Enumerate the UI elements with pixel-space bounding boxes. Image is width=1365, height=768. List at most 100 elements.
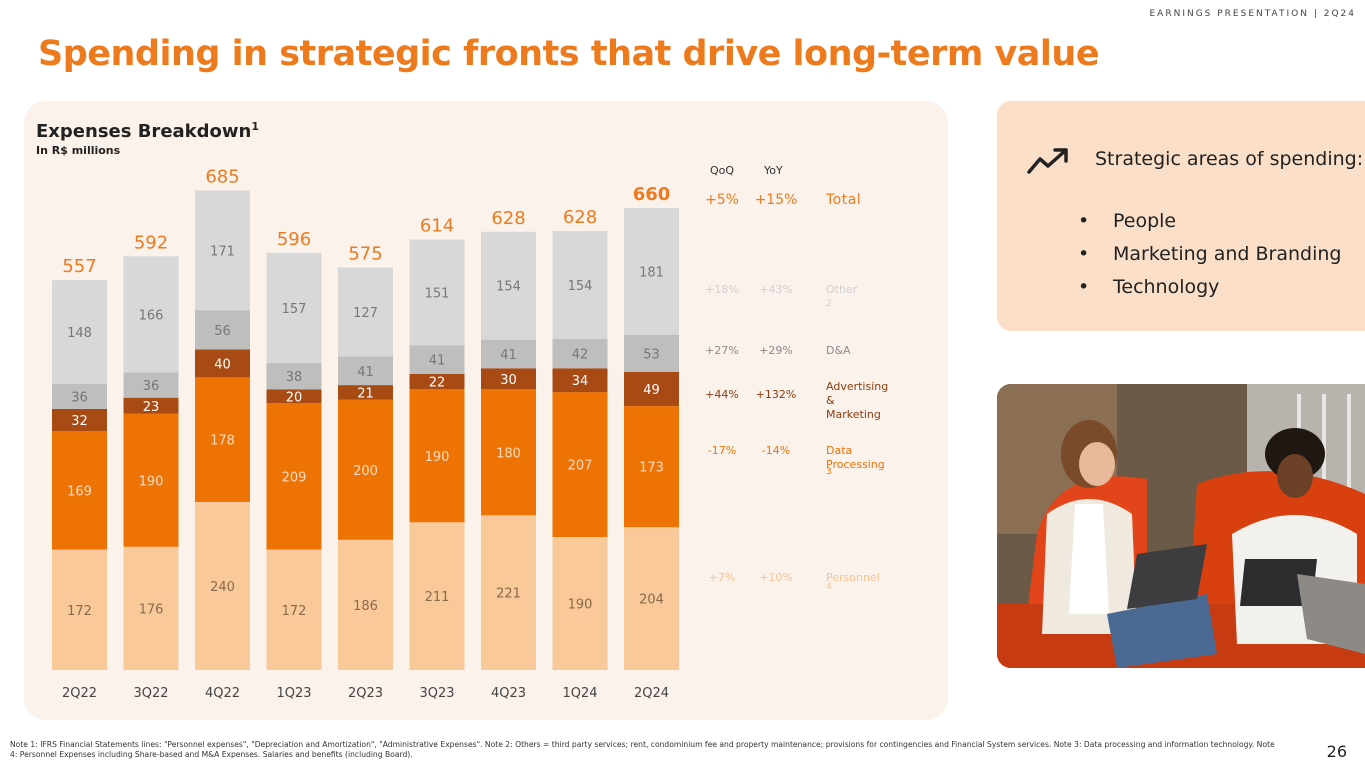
other-yoy: +43% [759, 283, 793, 296]
bar-segment-personnel-2q23 [338, 539, 393, 670]
bar-segment-other-1q24 [552, 231, 608, 339]
data-label: 36 [71, 390, 88, 405]
data-label: 36 [143, 379, 160, 394]
bar-segment-d-a-2q24 [624, 334, 679, 372]
data-label: 171 [210, 244, 235, 259]
strategy-item-marketing: • Marketing and Branding [1078, 243, 1342, 265]
chart-title: Expenses Breakdown1 [36, 120, 259, 142]
bar-segment-advertising-marketing-3q23 [409, 373, 465, 390]
bar-segment-personnel-2q24 [624, 527, 679, 670]
x-tick-label: 1Q24 [562, 686, 597, 701]
bar-segment-data-processing-4q23 [481, 389, 536, 516]
bar-segment-personnel-1q24 [552, 537, 608, 670]
data-label: 180 [496, 446, 521, 461]
da-label: D&A [826, 344, 851, 357]
data-label: 172 [67, 604, 92, 619]
data-label: 41 [429, 354, 446, 369]
data-label: 181 [639, 265, 664, 280]
data-label: 127 [353, 306, 378, 321]
total-label: 575 [348, 244, 382, 265]
data-label: 42 [572, 348, 589, 363]
data-label: 41 [357, 365, 374, 380]
bar-segment-personnel-3q23 [409, 522, 465, 670]
da-yoy: +29% [759, 344, 793, 357]
data-label: 169 [67, 484, 92, 499]
bar-segment-advertising-marketing-4q23 [481, 368, 536, 390]
bar-segment-personnel-4q22 [195, 502, 250, 670]
data-label: 40 [214, 357, 231, 372]
bar-segment-data-processing-4q22 [195, 377, 250, 502]
data-label: 172 [282, 604, 307, 619]
bar-segment-data-processing-2q23 [338, 399, 393, 540]
chart-subtitle: In R$ millions [36, 144, 121, 157]
bar-segment-d-a-1q23 [266, 362, 322, 390]
bar-segment-advertising-marketing-2q24 [624, 371, 679, 407]
bar-segment-advertising-marketing-4q22 [195, 349, 250, 378]
bar-segment-advertising-marketing-1q24 [552, 368, 608, 393]
advertising-yoy: +132% [755, 388, 797, 401]
data-label: 221 [496, 587, 521, 602]
x-tick-label: 3Q23 [419, 686, 454, 701]
bar-segment-d-a-4q22 [195, 310, 250, 350]
data-label: 148 [67, 326, 92, 341]
expenses-stacked-bar-chart: 172 169 32 36 148 557 2Q22 176 190 23 36 166 592 3Q22… [52, 167, 679, 701]
data-label: 204 [639, 593, 664, 608]
bar-segment-d-a-2q22 [52, 383, 107, 409]
bar-segment-other-2q24 [624, 208, 679, 335]
page-title-bold: Spending in strategic fronts [38, 34, 580, 74]
bar-segment-personnel-2q22 [52, 549, 107, 670]
da-qoq: +27% [705, 344, 739, 357]
data-label: 173 [639, 461, 664, 476]
total-label: 660 [633, 184, 671, 205]
bar-segment-other-2q22 [52, 280, 107, 384]
page-title-regular: that drive long-term value [579, 34, 1100, 74]
bar-segment-d-a-3q22 [123, 372, 179, 398]
data-label: 154 [496, 280, 521, 295]
data-label: 190 [425, 450, 450, 465]
chart-title-note: 1 [251, 120, 259, 133]
data-processing-qoq: -17% [707, 444, 737, 457]
data-label: 34 [572, 374, 589, 389]
total-qoq: +5% [705, 192, 739, 208]
strategy-title: Strategic areas of spending: [1095, 148, 1364, 170]
data-label: 21 [357, 386, 374, 401]
strategy-item-people: • People [1078, 210, 1177, 232]
data-processing-label: Data Processing 3 [826, 444, 885, 477]
data-label: 207 [568, 459, 593, 474]
page-title: Spending in strategic fronts that drive … [38, 34, 1100, 74]
bar-segment-d-a-1q24 [552, 338, 608, 369]
x-tick-label: 4Q22 [205, 686, 240, 701]
bar-segment-data-processing-2q22 [52, 431, 107, 550]
bar-segment-d-a-3q23 [409, 345, 465, 374]
bar-segment-data-processing-1q23 [266, 403, 322, 550]
yoy-header: YoY [764, 164, 783, 177]
bar-segment-advertising-marketing-1q23 [266, 389, 322, 404]
data-label: 41 [500, 348, 517, 363]
data-label: 190 [139, 474, 164, 489]
bar-segment-advertising-marketing-2q23 [338, 385, 393, 400]
data-label: 53 [643, 347, 660, 362]
data-label: 200 [353, 464, 378, 479]
advertising-qoq: +44% [705, 388, 739, 401]
bar-segment-d-a-4q23 [481, 339, 536, 369]
data-label: 32 [71, 414, 88, 429]
data-label: 154 [568, 279, 593, 294]
data-label: 22 [429, 376, 446, 391]
total-label: 628 [491, 208, 525, 229]
strategy-item-technology: • Technology [1078, 276, 1220, 298]
data-label: 20 [286, 390, 303, 405]
data-label: 176 [139, 602, 164, 617]
x-tick-label: 2Q23 [348, 686, 383, 701]
bar-segment-other-4q23 [481, 231, 536, 340]
data-processing-yoy: -14% [761, 444, 791, 457]
page-number: 26 [1326, 742, 1347, 761]
bar-segment-advertising-marketing-3q22 [123, 397, 179, 414]
total-label: 628 [563, 207, 597, 228]
data-label: 30 [500, 373, 517, 388]
data-label: 190 [568, 598, 593, 613]
data-label: 186 [353, 599, 378, 614]
bar-segment-personnel-4q23 [481, 515, 536, 670]
data-label: 178 [210, 434, 235, 449]
x-tick-label: 3Q22 [133, 686, 168, 701]
x-tick-label: 1Q23 [276, 686, 311, 701]
